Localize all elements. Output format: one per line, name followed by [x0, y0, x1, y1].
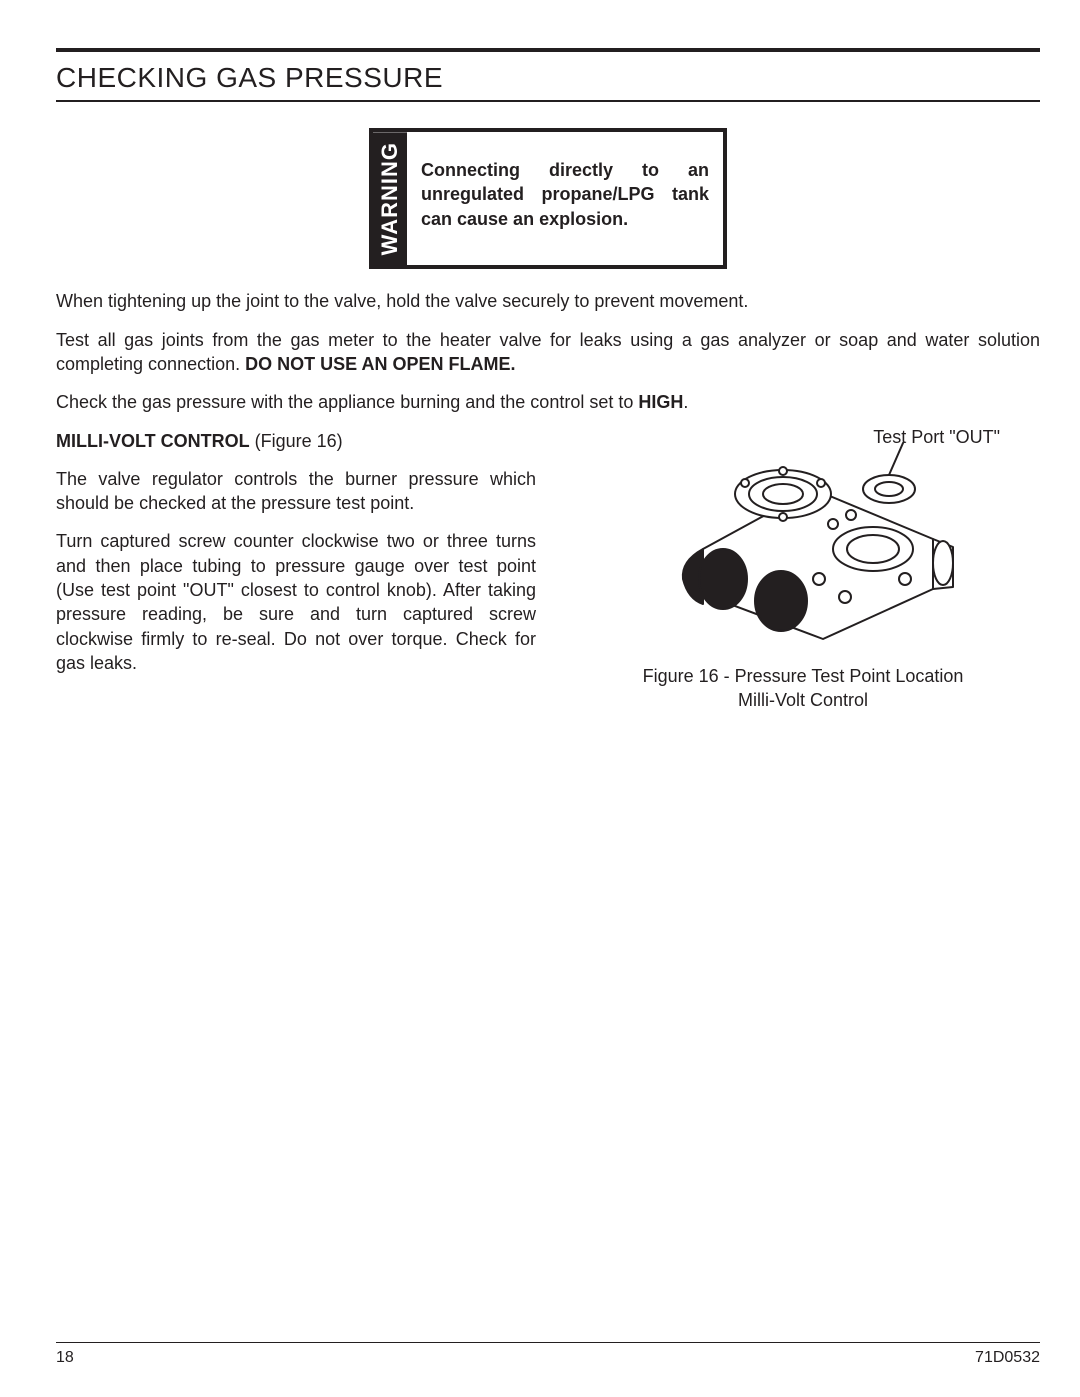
paragraph-leaktest: Test all gas joints from the gas meter t… [56, 328, 1040, 377]
figure-caption-line2: Milli-Volt Control [566, 688, 1040, 712]
millivolt-heading-bold: MILLI-VOLT CONTROL [56, 431, 250, 451]
page-title: CHECKING GAS PRESSURE [56, 48, 1040, 102]
paragraph-checkpressure-a: Check the gas pressure with the applianc… [56, 392, 638, 412]
figure-caption: Figure 16 - Pressure Test Point Location… [566, 664, 1040, 713]
page-footer: 18 71D0532 [56, 1342, 1040, 1367]
high-label: HIGH [638, 392, 683, 412]
gas-valve-icon [633, 429, 973, 649]
page-number: 18 [56, 1349, 74, 1367]
warning-text: Connecting directly to an unregulated pr… [407, 132, 723, 265]
paragraph-checkpressure-c: . [683, 392, 688, 412]
no-open-flame: DO NOT USE AN OPEN FLAME. [245, 354, 515, 374]
millivolt-heading-rest: (Figure 16) [250, 431, 343, 451]
paragraph-leaktest-a: Test all gas joints from the gas meter t… [56, 330, 1040, 374]
callout-test-port-out: Test Port "OUT" [873, 427, 1000, 448]
doc-number: 71D0532 [975, 1349, 1040, 1367]
millivolt-p1: The valve regulator controls the burner … [56, 467, 536, 516]
warning-box: WARNING Connecting directly to an unregu… [369, 128, 727, 269]
millivolt-heading: MILLI-VOLT CONTROL (Figure 16) [56, 429, 536, 453]
figure-caption-line1: Figure 16 - Pressure Test Point Location [566, 664, 1040, 688]
paragraph-tighten: When tightening up the joint to the valv… [56, 289, 1040, 313]
valve-diagram: Test Port "OUT" [566, 429, 1040, 654]
millivolt-p2: Turn captured screw counter clockwise tw… [56, 529, 536, 675]
warning-label: WARNING [373, 132, 407, 265]
paragraph-checkpressure: Check the gas pressure with the applianc… [56, 390, 1040, 414]
